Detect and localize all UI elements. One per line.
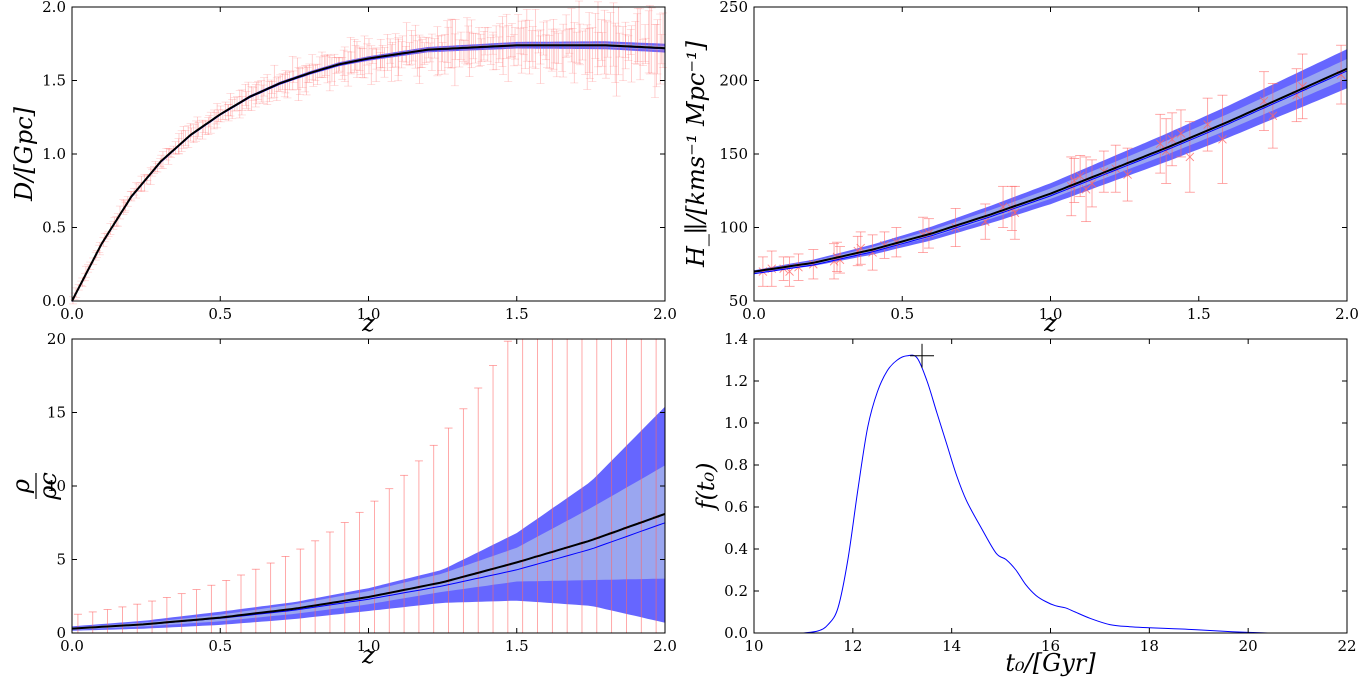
y-tick-label: 1.2 — [724, 372, 748, 390]
y-tick-label: 5 — [56, 551, 66, 569]
y-axis-label: H_∥/[kms⁻¹ Mpc⁻¹] — [682, 40, 710, 268]
x-tick-label: 1.5 — [505, 305, 529, 323]
y-tick-label: 0.0 — [42, 292, 66, 310]
y-tick-label: 50 — [729, 292, 748, 310]
y-tick-label: 0.5 — [42, 219, 66, 237]
y-tick-label: 0.0 — [724, 624, 748, 642]
x-axis-label: z — [361, 309, 375, 337]
hubble-panel: 0.0 0.5 1.0 1.5 2.0 50 100 150 200 250 z H_∥/[kms⁻¹… — [682, 0, 1359, 337]
x-axis-label: z — [1043, 309, 1057, 337]
y-tick-label: 0 — [56, 624, 66, 642]
x-tick-label: 20 — [1239, 637, 1258, 655]
y-tick-label: 2.0 — [42, 0, 66, 16]
data-point — [1203, 120, 1212, 129]
x-tick-label: 0.5 — [208, 305, 232, 323]
y-tick-label: 1.0 — [724, 414, 748, 432]
x-tick-label: 0.0 — [60, 305, 84, 323]
density-panel: 0.0 0.5 1.0 1.5 2.0 0 5 10 15 20 ρ ρc z — [7, 330, 677, 669]
x-tick-label: 12 — [843, 637, 862, 655]
x-tick-label: 1.0 — [1039, 305, 1063, 323]
x-axis-label: z — [361, 641, 375, 669]
x-tick-label: 1.5 — [505, 637, 529, 655]
y-tick-label: 1.4 — [724, 330, 748, 348]
distribution-curve — [803, 354, 1268, 634]
x-tick-label: 2.0 — [653, 305, 677, 323]
y-tick-label: 250 — [719, 0, 748, 16]
data-point — [1218, 134, 1227, 144]
data-point — [1176, 129, 1186, 138]
data-point — [1155, 139, 1165, 149]
data-point — [1185, 152, 1195, 162]
y-tick-label: 10 — [47, 477, 66, 495]
x-tick-label: 22 — [1337, 637, 1356, 655]
confidence-band-outer — [72, 41, 665, 302]
y-axis-label-numerator: ρ — [7, 479, 35, 494]
y-axis-label: D/[Gpc] — [10, 106, 38, 202]
x-axis-label: t₀/[Gyr] — [1005, 649, 1096, 677]
x-tick-label: 0.0 — [742, 305, 766, 323]
confidence-band-inner — [754, 58, 1347, 273]
data-point — [1167, 134, 1177, 144]
best-fit-line — [71, 44, 666, 302]
y-tick-label: 0.8 — [724, 456, 748, 474]
x-tick-label: 0.5 — [208, 637, 232, 655]
y-tick-label: 100 — [719, 219, 748, 237]
y-tick-label: 200 — [719, 72, 748, 90]
y-tick-label: 0.6 — [724, 498, 748, 516]
plot-frame — [71, 6, 666, 302]
confidence-band-outer — [754, 49, 1347, 273]
data-point — [1010, 208, 1020, 218]
y-tick-label: 1.5 — [42, 72, 66, 90]
x-tick-label: 2.0 — [1335, 305, 1359, 323]
x-tick-label: 0.5 — [890, 305, 914, 323]
x-tick-label: 0.0 — [60, 637, 84, 655]
y-axis-label-denominator: ρc — [34, 472, 62, 501]
x-tick-label: 18 — [1140, 637, 1159, 655]
best-fit-line — [71, 512, 666, 630]
x-tick-label: 14 — [942, 637, 961, 655]
y-tick-label: 150 — [719, 145, 748, 163]
data-point — [1268, 111, 1278, 121]
y-tick-label: 0.2 — [724, 582, 748, 600]
x-tick-label: 10 — [744, 637, 763, 655]
y-tick-label: 20 — [47, 330, 66, 348]
y-tick-label: 1.0 — [42, 145, 66, 163]
data-point — [1075, 171, 1085, 181]
x-tick-label: 1.5 — [1187, 305, 1211, 323]
y-tick-label: 15 — [47, 404, 66, 422]
distance-panel: 0.0 0.5 1.0 1.5 2.0 0.0 0.5 1.0 1.5 2.0 z D/[Gpc] — [10, 0, 677, 337]
x-tick-label: 16 — [1041, 637, 1060, 655]
data-point — [1123, 170, 1132, 179]
mean-line — [753, 70, 1348, 275]
x-tick-label: 1.0 — [357, 305, 381, 323]
y-tick-label: 0.4 — [724, 540, 748, 558]
y-axis-label: f(t₀) — [692, 463, 720, 512]
x-tick-label: 2.0 — [653, 637, 677, 655]
x-tick-label: 1.0 — [357, 637, 381, 655]
y-axis-label: ρ ρc — [7, 472, 62, 501]
best-fit-line — [753, 67, 1348, 273]
age-distribution-panel: 10 12 14 16 18 20 22 0.0 0.2 0.4 0.6 0.8 1.0 1.2 1.4 t₀… — [692, 330, 1357, 677]
